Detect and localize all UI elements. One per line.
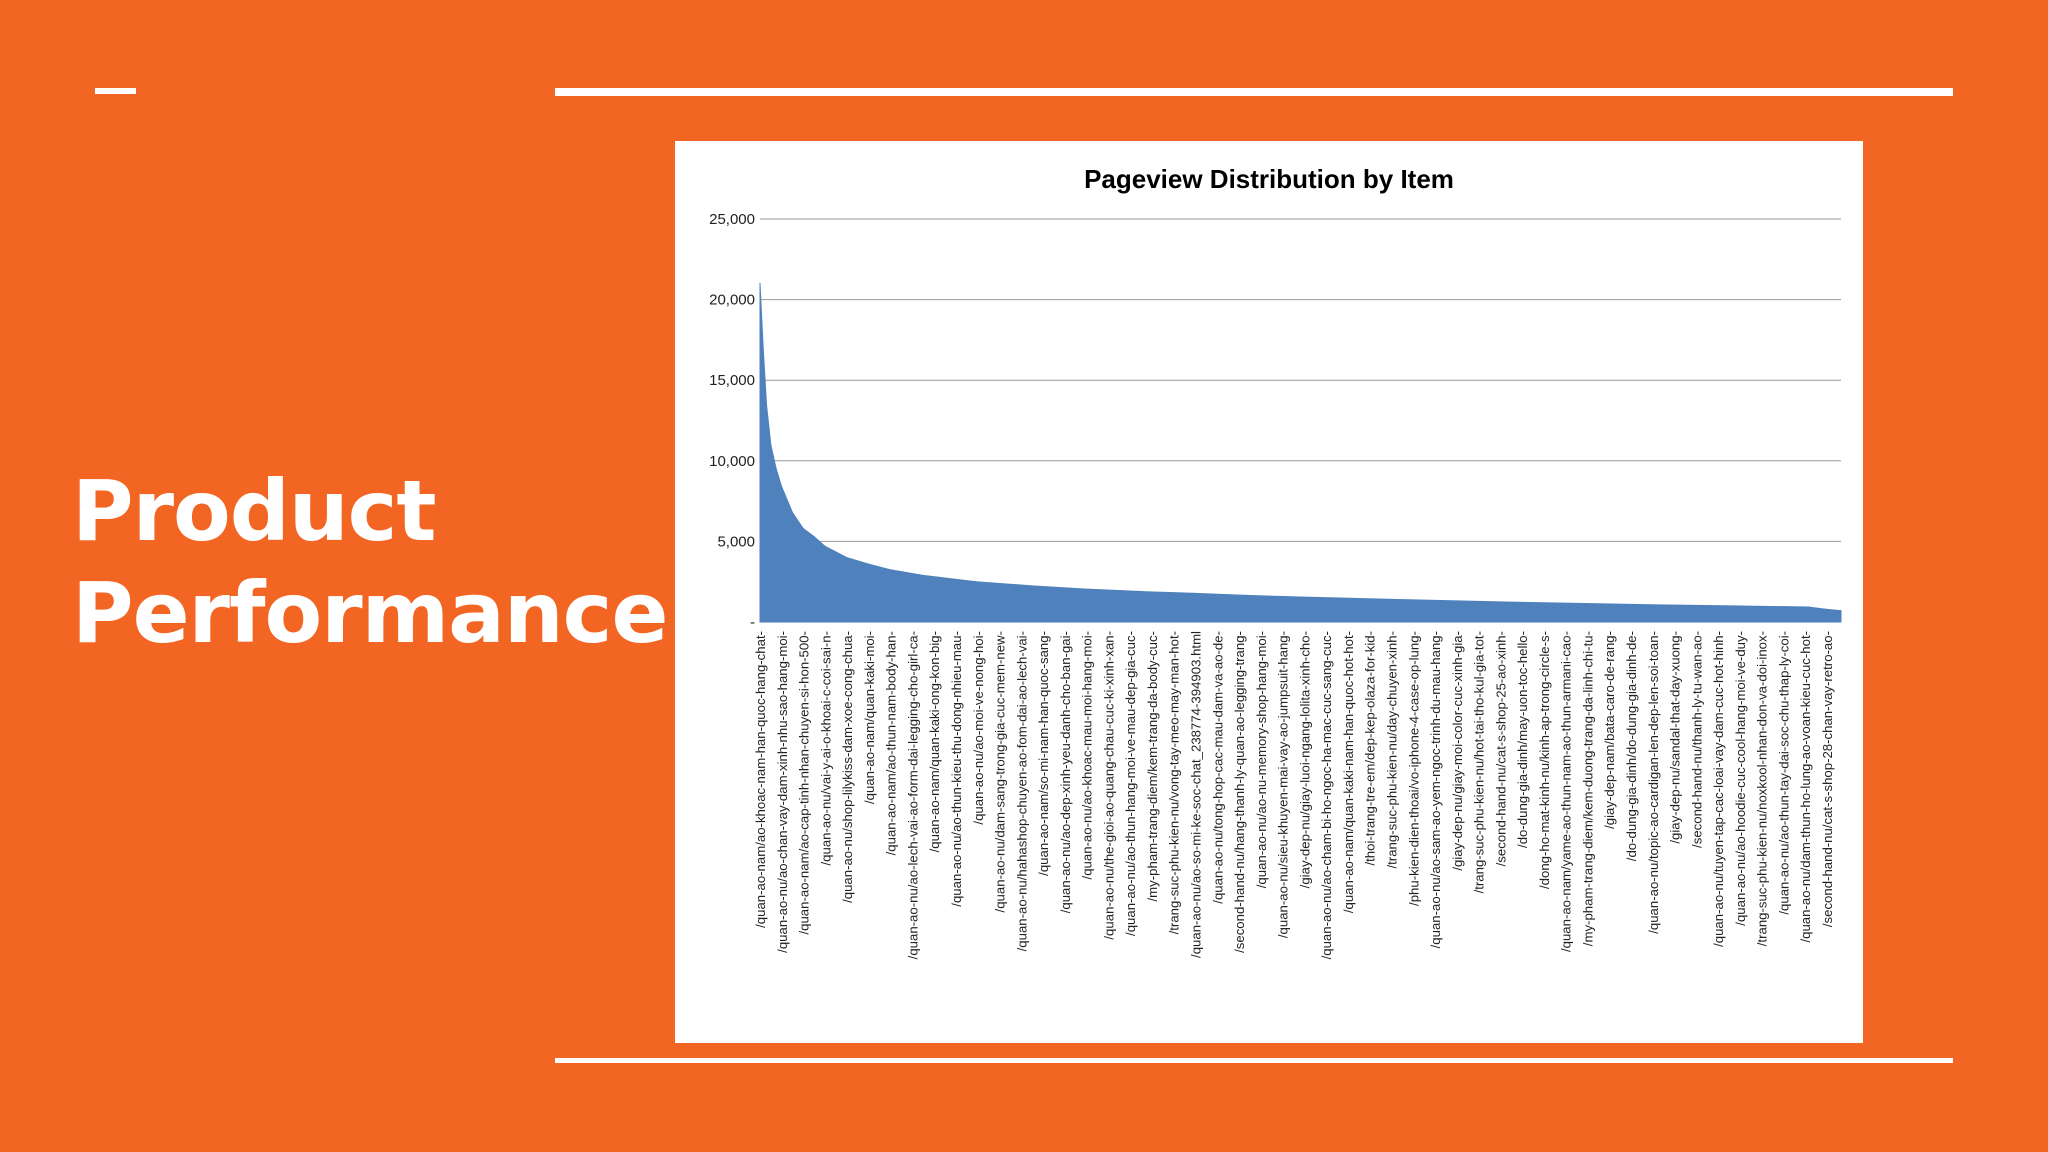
slide-title-line-2: Performance — [72, 564, 668, 662]
gridlines — [760, 218, 1841, 542]
x-tick-label: /quan-ao-nu/tuyen-tap-cac-loai-vay-dam-c… — [1711, 631, 1726, 947]
x-tick-label: /quan-ao-nu/vai-y-ai-o-khoai-c-coi-sai-n… — [818, 631, 833, 866]
top-divider-line — [555, 88, 1953, 96]
x-tick-label: /giay-dep-nu/giay-luoi-ngang-lolita-xinh… — [1297, 631, 1312, 888]
x-tick-label: /quan-ao-nam/ao-thun-nam-body-han- — [884, 631, 899, 855]
data-point — [975, 581, 977, 583]
x-tick-label: /quan-ao-nu/tong-hop-cac-mau-dam-va-ao-d… — [1210, 631, 1225, 904]
data-point — [1824, 608, 1826, 610]
data-point — [1732, 605, 1734, 607]
x-tick-label: /quan-ao-nu/ao-chan-vay-dam-xinh-nhu-sao… — [775, 631, 790, 953]
y-tick-label: 10,000 — [709, 453, 755, 470]
data-point — [802, 527, 804, 530]
x-tick-label: /my-pham-trang-diem/kem-trang-da-body-cu… — [1145, 631, 1160, 901]
y-tick-label: 5,000 — [717, 533, 755, 550]
data-point — [813, 536, 815, 538]
data-point — [867, 563, 869, 565]
x-tick-label: /phu-kien-dien-thoai/vo-iphone-4-case-op… — [1406, 631, 1421, 906]
x-tick-label: /trang-suc-phu-kien-nu/vong-tay-meo-may-… — [1167, 631, 1182, 934]
x-tick-label: /quan-ao-nu/sieu-khuyen-mai-vay-ao-jumps… — [1276, 631, 1291, 938]
x-tick-label: /quan-ao-nam/quan-kaki-nam-han-quoc-hot-… — [1341, 631, 1356, 913]
data-point — [1137, 590, 1139, 592]
data-point — [1840, 610, 1842, 612]
x-tick-label: /quan-ao-nu/ao-nu-memory-shop-hang-moi- — [1254, 631, 1269, 888]
x-tick-label: /quan-ao-nu/topic-ao-cardigan-len-dep-le… — [1646, 631, 1661, 934]
x-tick-label: /dong-ho-mat-kinh-nu/kinh-ap-trong-circl… — [1537, 631, 1552, 889]
x-tick-label: /quan-ao-nu/ao-hoodie-cuc-cool-hang-moi-… — [1733, 631, 1748, 926]
data-point — [824, 545, 826, 547]
x-tick-label: /second-hand-nu/cat-s-shop-28-chan-vay-r… — [1820, 631, 1835, 927]
x-tick-label: /quan-ao-nu/dam-sang-trong-gia-cuc-mem-n… — [993, 631, 1008, 912]
data-point — [1624, 603, 1626, 605]
x-tick-label: /quan-ao-nu/ao-khoac-mau-moi-hang-moi- — [1080, 631, 1095, 879]
x-tick-label: /trang-suc-phu-kien-nu/day-chuyen-xinh- — [1385, 631, 1400, 869]
x-tick-label: /giay-dep-nam/bata-caro-de-rang- — [1602, 631, 1617, 829]
x-tick-label: /quan-ao-nu/ao-cham-bi-ho-ngoc-ha-mac-cu… — [1319, 631, 1334, 959]
y-tick-label: - — [750, 614, 755, 631]
x-tick-label: /quan-ao-nam/so-mi-nam-han-quoc-sang- — [1036, 631, 1051, 876]
x-tick-label: /quan-ao-nu/hahashop-chuyen-ao-fom-dai-a… — [1014, 631, 1029, 951]
x-tick-label: /thoi-trang-tre-em/dep-kep-olaza-for-kid… — [1363, 631, 1378, 866]
data-point — [1408, 599, 1410, 601]
x-tick-label: /quan-ao-nam/yame-ao-thun-nam-ao-thun-ar… — [1559, 631, 1574, 952]
x-tick-label: /quan-ao-nu/ao-so-mi-ke-soc-chat_238774-… — [1189, 631, 1204, 958]
accent-dash — [95, 88, 136, 94]
y-tick-label: 25,000 — [709, 211, 755, 228]
x-tick-label: /quan-ao-nu/ao-thun-tay-dai-soc-chu-thap… — [1776, 631, 1791, 915]
x-tick-label: /quan-ao-nu/ao-thun-kieu-thu-dong-nhieu-… — [949, 631, 964, 907]
bottom-divider-line — [555, 1058, 1953, 1063]
x-tick-label: /do-dung-gia-dinh/may-uon-toc-hello- — [1515, 631, 1530, 848]
x-tick-label: /do-dung-gia-dinh/do-dung-gia-dinh-de- — [1624, 631, 1639, 861]
x-axis-tick-labels: /quan-ao-nam/ao-khoac-nam-han-quoc-hang-… — [753, 631, 1835, 959]
y-axis-tick-labels: - 5,000 10,000 15,000 20,000 25,000 — [709, 211, 755, 631]
data-point — [1245, 594, 1248, 596]
x-tick-label: /quan-ao-nam/quan-kaki-moi- — [862, 631, 877, 804]
slide-title: Product Performance — [72, 460, 668, 664]
y-tick-label: 20,000 — [709, 292, 755, 309]
data-point — [765, 403, 768, 405]
x-tick-label: /quan-ao-nu/ao-lech-vai-ao-form-dai-legg… — [905, 631, 920, 959]
data-point — [775, 468, 777, 470]
data-point — [759, 282, 761, 285]
data-point — [1808, 606, 1810, 608]
data-point — [889, 569, 891, 571]
chart-title: Pageview Distribution by Item — [1084, 164, 1454, 194]
y-tick-label: 15,000 — [709, 372, 755, 389]
data-point — [845, 556, 848, 559]
x-tick-label: /second-hand-nu/thanh-ly-tu-wan-ao- — [1689, 631, 1704, 848]
data-point — [781, 486, 783, 488]
data-point — [1516, 601, 1518, 603]
data-point — [770, 444, 772, 446]
chart-card: Pageview Distribution by Item - 5,000 10,0… — [675, 141, 1863, 1043]
x-tick-label: /giay-dep-nu/giay-moi-color-cuc-xinh-gia… — [1450, 631, 1465, 871]
x-tick-label: /quan-ao-nam/ao-cap-tinh-nhan-chuyen-si-… — [797, 631, 812, 935]
series-area-path — [759, 283, 1842, 623]
x-tick-label: /second-hand-nu/cat-s-shop-25-ao-xinh- — [1493, 631, 1508, 866]
x-tick-label: /quan-ao-nu/dam-thun-ho-lung-ao-voan-kie… — [1798, 631, 1813, 943]
data-point — [1083, 588, 1085, 590]
x-tick-label: /quan-ao-nu/ao-sam-ao-yem-ngoc-trinh-du-… — [1428, 631, 1443, 948]
data-point — [1029, 585, 1031, 587]
x-tick-label: /trang-suc-phu-kien-nu/noxkool-nhan-don-… — [1755, 631, 1770, 946]
x-tick-label: /trang-suc-phu-kien-nu/hot-tai-tho-kul-g… — [1472, 631, 1487, 893]
x-tick-label: /quan-ao-nam/ao-khoac-nam-han-quoc-hang-… — [753, 631, 768, 928]
x-tick-label: /quan-ao-nu/ao-dep-xinh-yeu-danh-cho-ban… — [1058, 631, 1073, 913]
slide-title-line-1: Product — [72, 462, 437, 560]
x-tick-label: /quan-ao-nu/ao-moi-ve-nong-hoi- — [971, 631, 986, 825]
x-tick-label: /quan-ao-nam/quan-kaki-ong-kon-big- — [927, 631, 942, 852]
x-tick-label: /second-hand-nu/hang-thanh-ly-quan-ao-le… — [1232, 631, 1247, 953]
data-point — [1299, 596, 1302, 598]
data-point — [762, 347, 764, 349]
x-tick-label: /quan-ao-nu/shop-lilykiss-dam-xoe-cong-c… — [840, 631, 855, 903]
x-tick-label: /quan-ao-nu/ao-thun-hang-moi-ve-mau-dep-… — [1123, 631, 1138, 936]
data-point — [791, 511, 793, 513]
data-point — [1191, 592, 1193, 594]
series-area — [759, 282, 1842, 623]
pageview-distribution-chart: Pageview Distribution by Item - 5,000 10,0… — [709, 164, 1842, 959]
x-tick-label: /my-pham-trang-diem/kem-duong-trang-da-l… — [1581, 631, 1596, 946]
x-tick-label: /quan-ao-nu/the-gioi-ao-quang-chau-cuc-k… — [1101, 631, 1116, 940]
data-point — [921, 574, 923, 576]
x-tick-label: /giay-dep-nu/sandal-that-day-xuong- — [1668, 631, 1683, 844]
